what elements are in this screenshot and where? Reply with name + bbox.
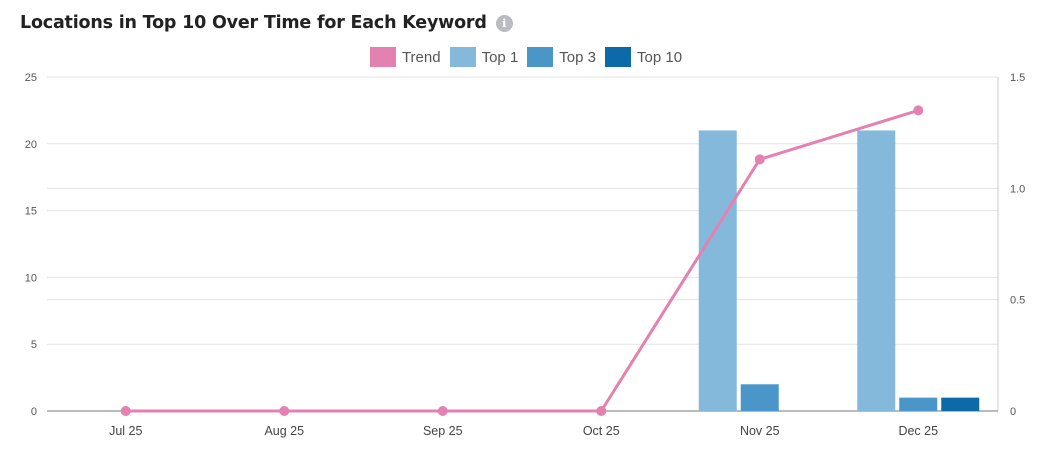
legend-item-top-3[interactable]: Top 3 xyxy=(527,47,596,67)
x-tick-label: Sep 25 xyxy=(423,424,463,438)
y-right-tick-label: 1.0 xyxy=(1010,183,1025,195)
y-right-tick-label: 0 xyxy=(1010,406,1016,418)
legend-label: Top 3 xyxy=(559,48,596,66)
legend-label: Top 10 xyxy=(637,48,683,66)
bar-top-10 xyxy=(941,397,980,411)
bar-top-3 xyxy=(740,384,779,411)
x-tick-label: Oct 25 xyxy=(583,424,620,438)
legend-item-trend[interactable]: Trend xyxy=(369,47,441,67)
y-left-tick-label: 20 xyxy=(25,139,37,151)
chart-legend: Trend Top 1 Top 3 Top 10 xyxy=(0,47,1043,67)
legend-swatch xyxy=(369,47,396,67)
bar-top-1 xyxy=(698,130,737,411)
legend-swatch xyxy=(449,47,476,67)
trend-point xyxy=(596,406,607,416)
y-left-tick-label: 10 xyxy=(25,272,37,284)
trend-point xyxy=(279,406,290,416)
trend-point xyxy=(437,406,448,416)
legend-label: Top 1 xyxy=(481,48,519,66)
y-left-tick-label: 0 xyxy=(31,406,37,418)
trend-point xyxy=(754,154,765,165)
legend-item-top-1[interactable]: Top 1 xyxy=(449,47,519,67)
legend-item-top-10[interactable]: Top 10 xyxy=(605,47,682,67)
chart-header: Locations in Top 10 Over Time for Each K… xyxy=(20,9,513,37)
legend-swatch xyxy=(527,47,554,67)
info-icon[interactable]: i xyxy=(495,14,513,32)
y-left-tick-label: 5 xyxy=(31,339,37,351)
trend-point xyxy=(120,406,131,416)
x-tick-label: Dec 25 xyxy=(898,424,938,438)
bar-top-1 xyxy=(857,130,896,411)
x-tick-label: Jul 25 xyxy=(109,424,142,438)
x-tick-label: Aug 25 xyxy=(264,424,304,438)
y-left-tick-label: 15 xyxy=(25,206,37,218)
chart-title: Locations in Top 10 Over Time for Each K… xyxy=(20,13,487,33)
y-right-tick-label: 0.5 xyxy=(1010,295,1025,307)
y-right-tick-label: 1.5 xyxy=(1010,72,1025,84)
legend-swatch xyxy=(605,47,631,67)
y-left-tick-label: 25 xyxy=(25,72,37,84)
trend-point xyxy=(913,105,924,116)
x-tick-label: Nov 25 xyxy=(740,424,780,438)
legend-label: Trend xyxy=(401,48,441,66)
bar-top-3 xyxy=(899,397,938,411)
trend-line xyxy=(125,108,919,413)
